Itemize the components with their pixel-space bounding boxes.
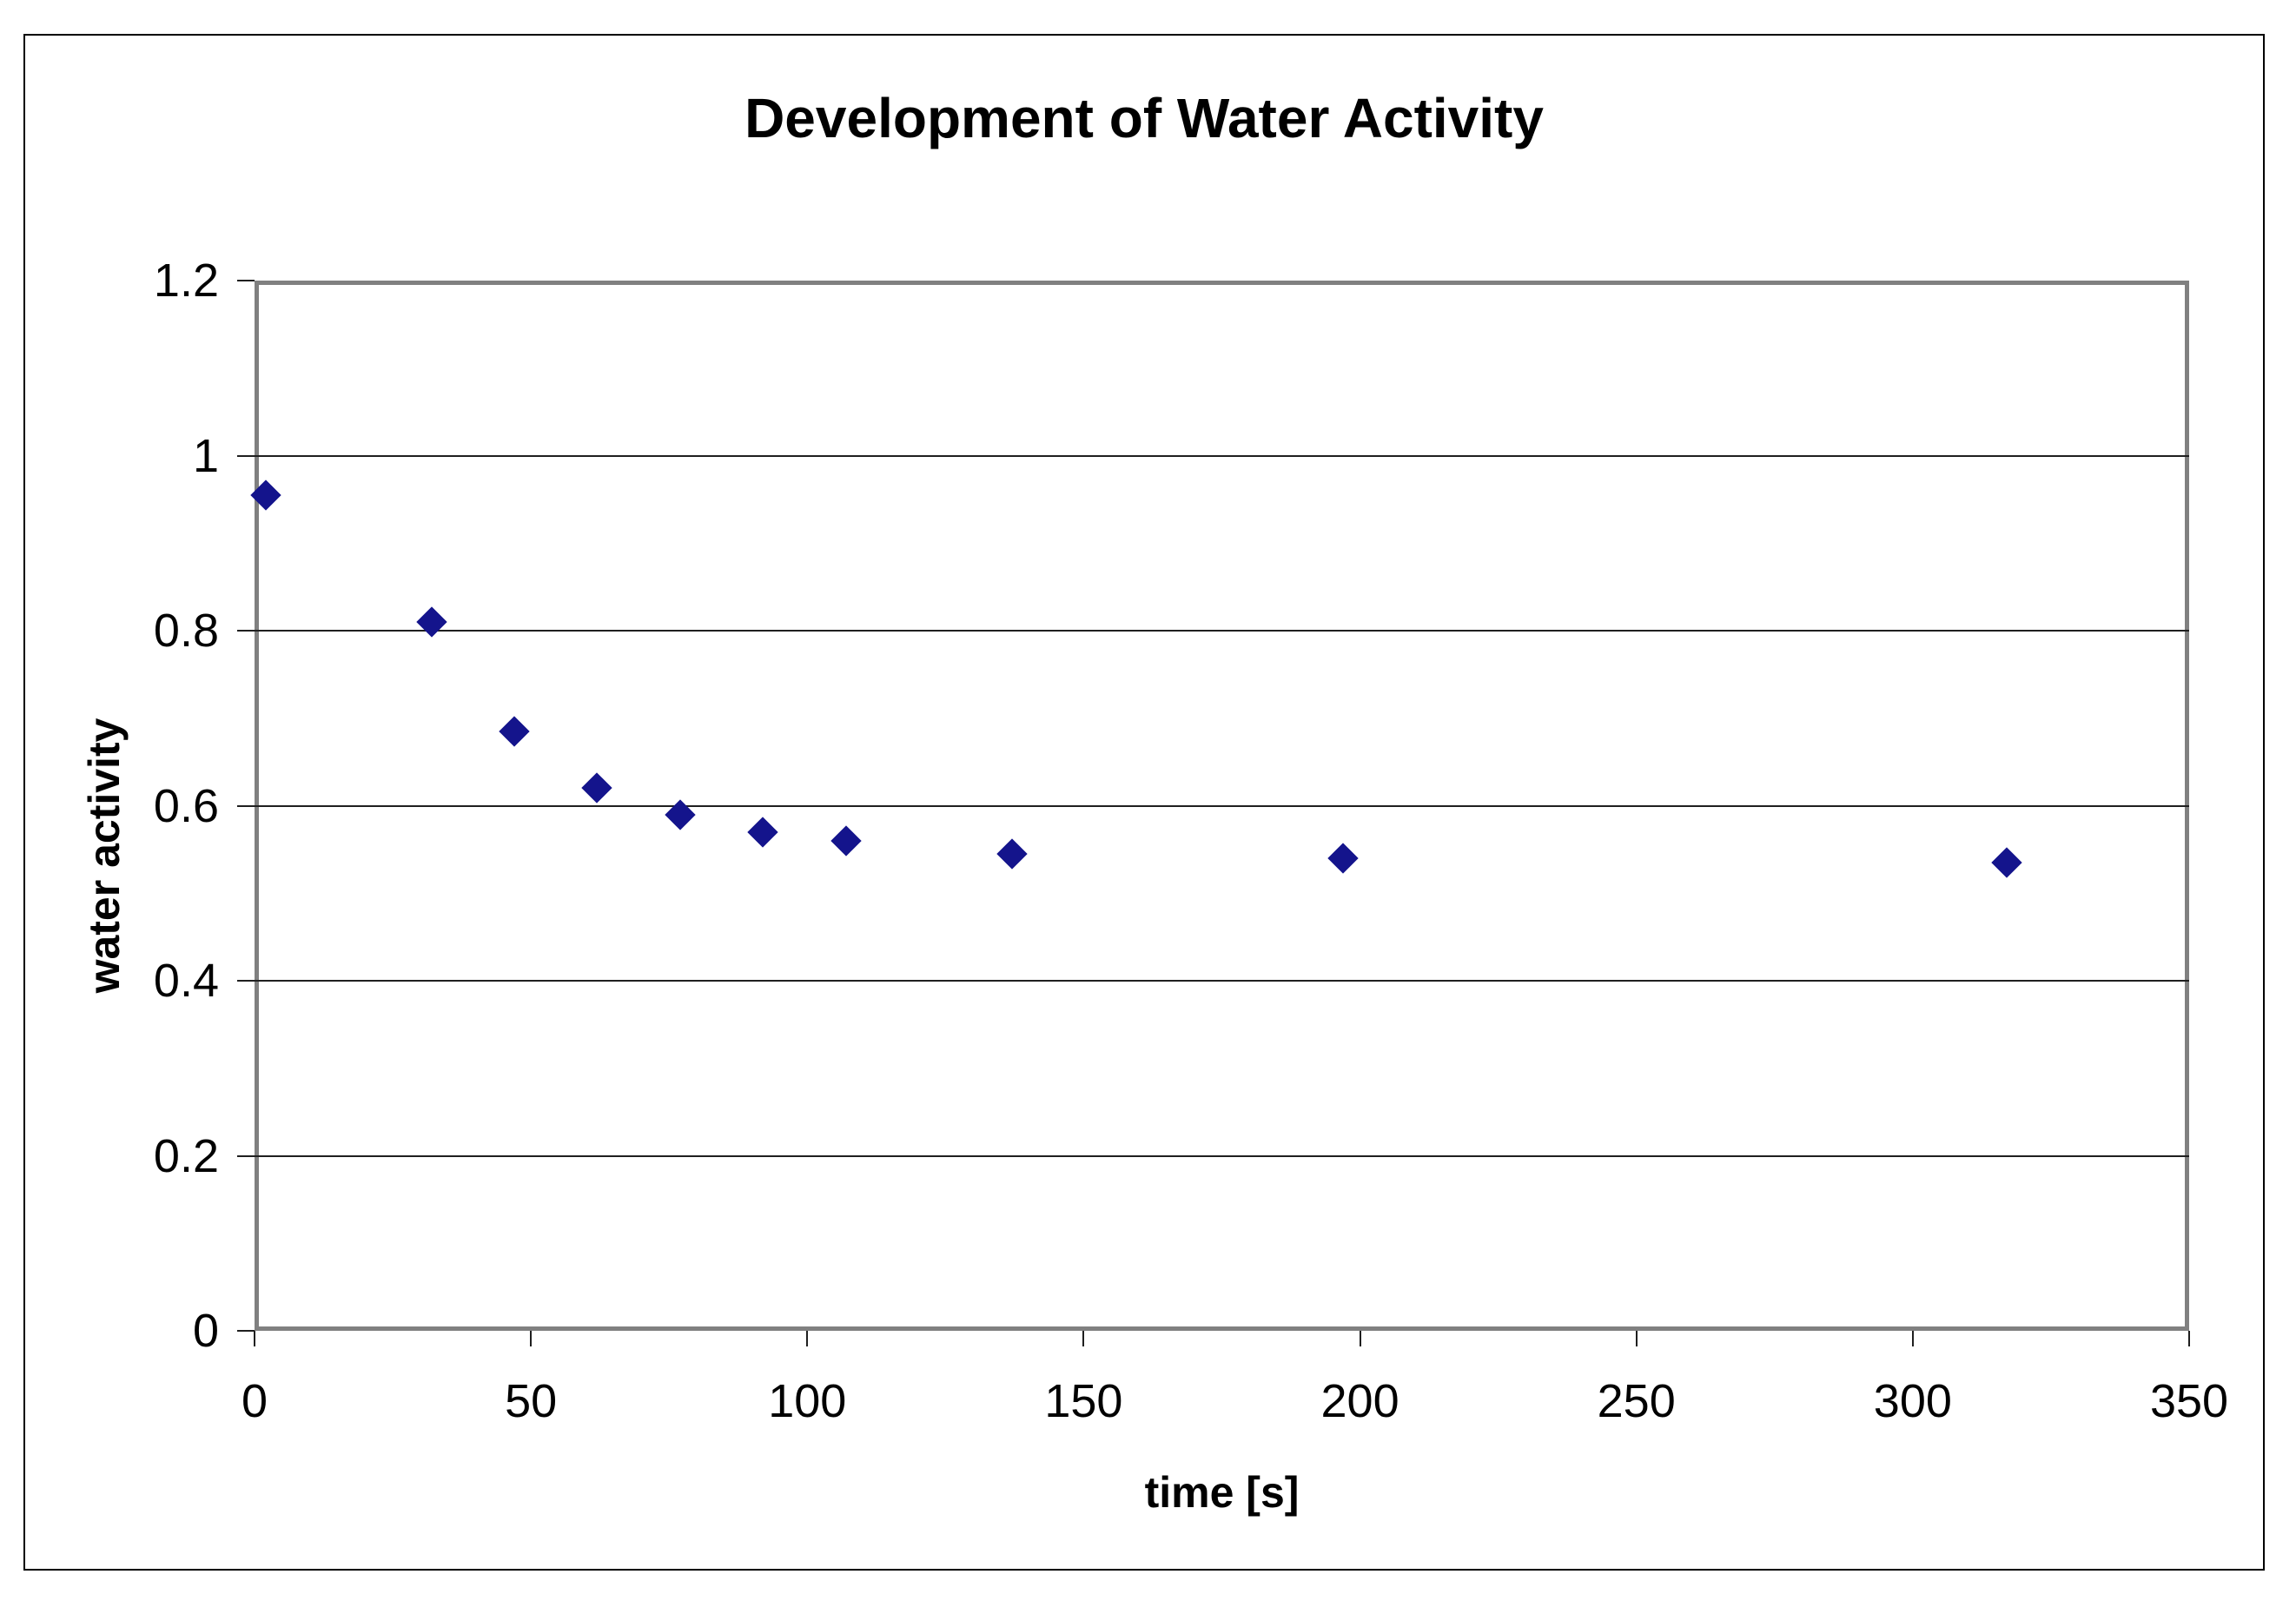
y-tick-label: 1.2	[153, 255, 219, 307]
x-tick-mark	[530, 1331, 533, 1346]
x-tick-mark	[2188, 1331, 2190, 1346]
y-tick-mark	[237, 804, 255, 807]
y-tick-label: 0	[192, 1305, 219, 1357]
y-tick-mark	[237, 1330, 255, 1332]
x-tick-mark	[1359, 1331, 1361, 1346]
gridline	[255, 804, 2189, 807]
chart-title: Development of Water Activity	[744, 87, 1544, 149]
y-tick-mark	[237, 1154, 255, 1157]
y-tick-label: 0.4	[153, 955, 219, 1007]
x-tick-label: 300	[1873, 1375, 1952, 1427]
y-tick-mark	[237, 454, 255, 457]
gridline	[255, 980, 2189, 982]
x-tick-mark	[1635, 1331, 1638, 1346]
x-tick-label: 200	[1320, 1375, 1399, 1427]
y-tick-label: 0.8	[153, 605, 219, 657]
y-tick-label: 0.6	[153, 779, 219, 832]
x-tick-label: 150	[1044, 1375, 1123, 1427]
x-axis-title: time [s]	[1144, 1468, 1300, 1517]
x-tick-label: 0	[241, 1375, 268, 1427]
x-tick-label: 50	[505, 1375, 558, 1427]
y-tick-label: 0.2	[153, 1129, 219, 1182]
y-tick-mark	[237, 630, 255, 632]
x-tick-label: 100	[768, 1375, 847, 1427]
y-tick-mark	[237, 280, 255, 281]
x-tick-label: 250	[1597, 1375, 1676, 1427]
y-tick-mark	[237, 980, 255, 982]
y-tick-label: 1	[192, 429, 219, 482]
gridline	[255, 1154, 2189, 1157]
x-tick-mark	[806, 1331, 809, 1346]
x-tick-label: 350	[2149, 1375, 2229, 1427]
y-axis-title: water activity	[80, 718, 129, 994]
x-tick-mark	[254, 1331, 255, 1346]
gridline	[255, 630, 2189, 632]
x-tick-mark	[1911, 1331, 1914, 1346]
x-tick-mark	[1082, 1331, 1085, 1346]
chart-outer-border	[23, 34, 2265, 1571]
gridline	[255, 454, 2189, 457]
